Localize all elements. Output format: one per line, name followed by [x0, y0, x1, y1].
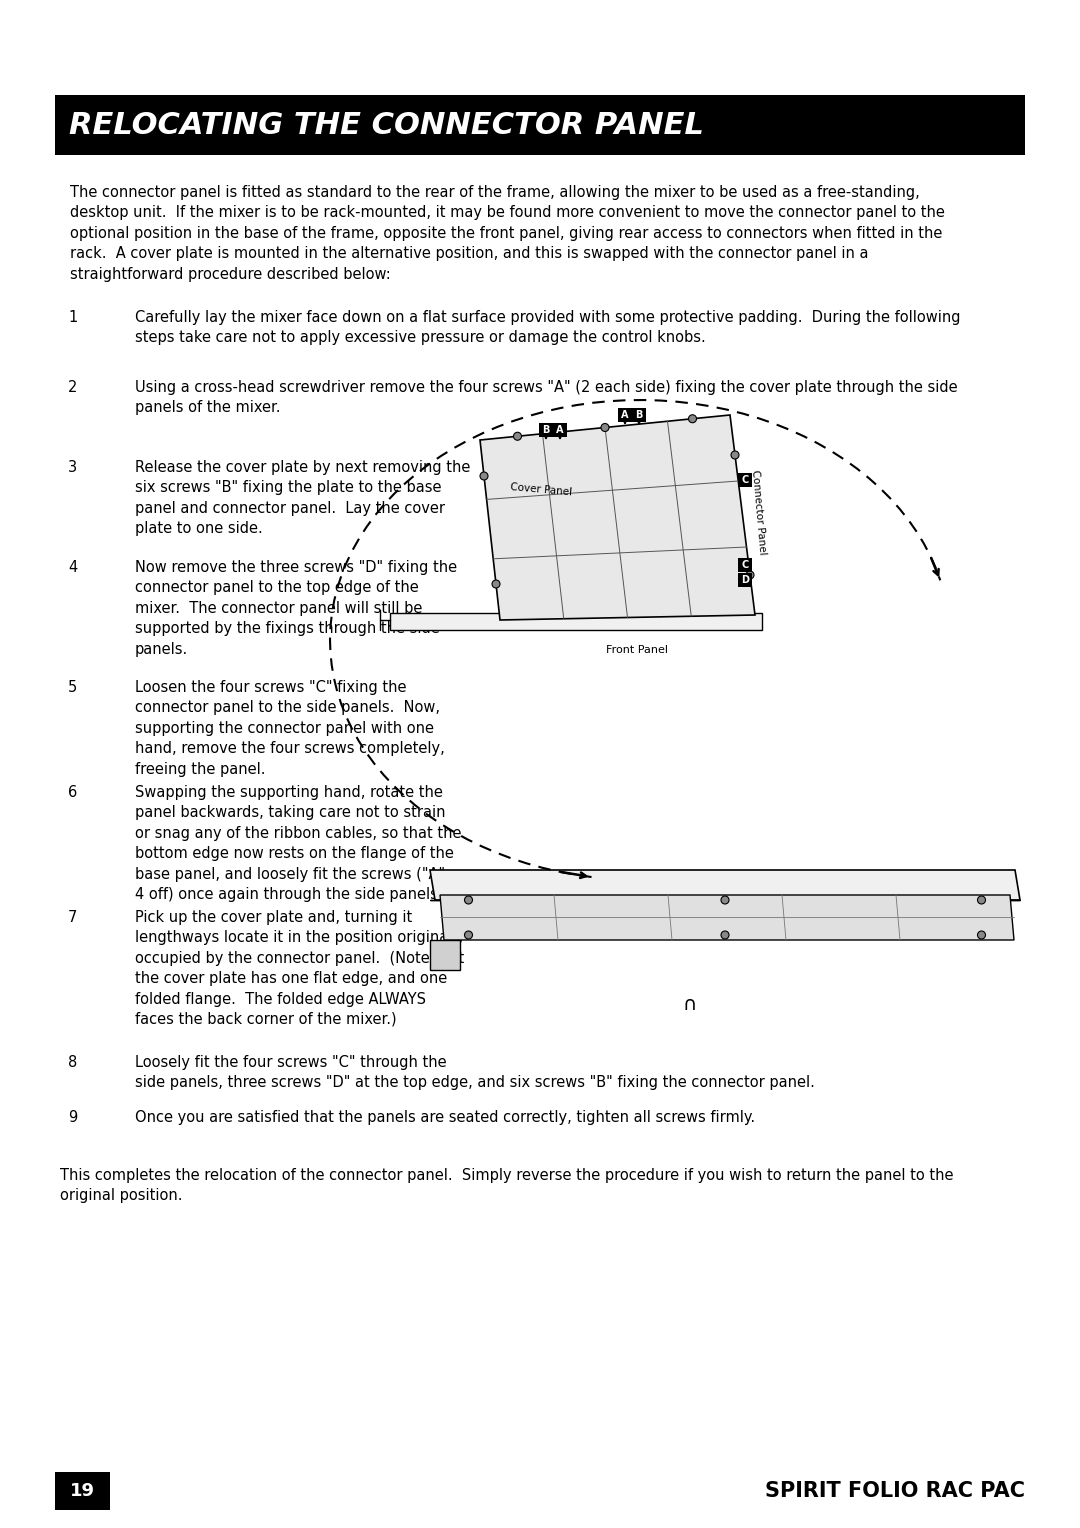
Text: B: B: [542, 425, 550, 435]
FancyBboxPatch shape: [738, 474, 752, 487]
Circle shape: [731, 451, 739, 458]
Polygon shape: [430, 940, 460, 970]
Polygon shape: [480, 416, 755, 620]
Circle shape: [492, 581, 500, 588]
Bar: [55, 95, 1025, 154]
Circle shape: [746, 571, 754, 579]
Text: Loosely fit the four screws "C" through the
side panels, three screws "D" at the: Loosely fit the four screws "C" through …: [135, 1054, 815, 1091]
Text: Cover Panel: Cover Panel: [510, 483, 572, 498]
Circle shape: [480, 472, 488, 480]
Text: 4: 4: [68, 559, 78, 575]
Polygon shape: [390, 613, 762, 630]
Bar: [55, 1471, 110, 1510]
Text: The connector panel is fitted as standard to the rear of the frame, allowing the: The connector panel is fitted as standar…: [70, 185, 945, 281]
Circle shape: [721, 895, 729, 905]
Circle shape: [464, 895, 473, 905]
Text: 3: 3: [68, 460, 77, 475]
Circle shape: [600, 423, 609, 431]
Text: SPIRIT FOLIO RAC PAC: SPIRIT FOLIO RAC PAC: [765, 1481, 1025, 1500]
Text: 7: 7: [68, 911, 78, 924]
Polygon shape: [430, 869, 1020, 900]
Text: Using a cross-head screwdriver remove the four screws "A" (2 each side) fixing t: Using a cross-head screwdriver remove th…: [135, 380, 958, 416]
FancyBboxPatch shape: [553, 423, 567, 437]
Polygon shape: [440, 895, 1014, 940]
Circle shape: [977, 895, 986, 905]
Text: C: C: [741, 475, 748, 484]
Text: Carefully lay the mixer face down on a flat surface provided with some protectiv: Carefully lay the mixer face down on a f…: [135, 310, 960, 345]
Text: A: A: [621, 410, 629, 420]
Text: Now remove the three screws "D" fixing the
connector panel to the top edge of th: Now remove the three screws "D" fixing t…: [135, 559, 457, 657]
Text: 2: 2: [68, 380, 78, 396]
Circle shape: [721, 931, 729, 940]
FancyBboxPatch shape: [539, 423, 553, 437]
Circle shape: [464, 931, 473, 940]
Text: Front Panel: Front Panel: [606, 645, 669, 656]
Text: Loosen the four screws "C" fixing the
connector panel to the side panels.  Now,
: Loosen the four screws "C" fixing the co…: [135, 680, 445, 776]
FancyBboxPatch shape: [738, 573, 752, 587]
FancyBboxPatch shape: [738, 558, 752, 571]
Text: A: A: [556, 425, 564, 435]
Text: Connector Panel: Connector Panel: [750, 469, 768, 555]
Text: Swapping the supporting hand, rotate the
panel backwards, taking care not to str: Swapping the supporting hand, rotate the…: [135, 785, 461, 902]
Text: D: D: [741, 575, 750, 585]
Circle shape: [689, 414, 697, 423]
Text: Pick up the cover plate and, turning it
lengthways locate it in the position ori: Pick up the cover plate and, turning it …: [135, 911, 465, 1027]
Text: This completes the relocation of the connector panel.  Simply reverse the proced: This completes the relocation of the con…: [60, 1167, 954, 1204]
Circle shape: [513, 432, 522, 440]
Text: Release the cover plate by next removing the
six screws "B" fixing the plate to : Release the cover plate by next removing…: [135, 460, 471, 536]
Text: 6: 6: [68, 785, 78, 801]
Text: 5: 5: [68, 680, 78, 695]
Text: Once you are satisfied that the panels are seated correctly, tighten all screws : Once you are satisfied that the panels a…: [135, 1109, 755, 1125]
Circle shape: [977, 931, 986, 940]
Text: B: B: [635, 410, 643, 420]
Text: 8: 8: [68, 1054, 78, 1070]
Text: C: C: [741, 559, 748, 570]
Text: 9: 9: [68, 1109, 78, 1125]
Text: ∩: ∩: [683, 996, 697, 1015]
Text: 19: 19: [70, 1482, 95, 1500]
FancyBboxPatch shape: [632, 408, 646, 422]
FancyBboxPatch shape: [618, 408, 632, 422]
Text: RELOCATING THE CONNECTOR PANEL: RELOCATING THE CONNECTOR PANEL: [69, 110, 704, 139]
Text: 1: 1: [68, 310, 78, 325]
